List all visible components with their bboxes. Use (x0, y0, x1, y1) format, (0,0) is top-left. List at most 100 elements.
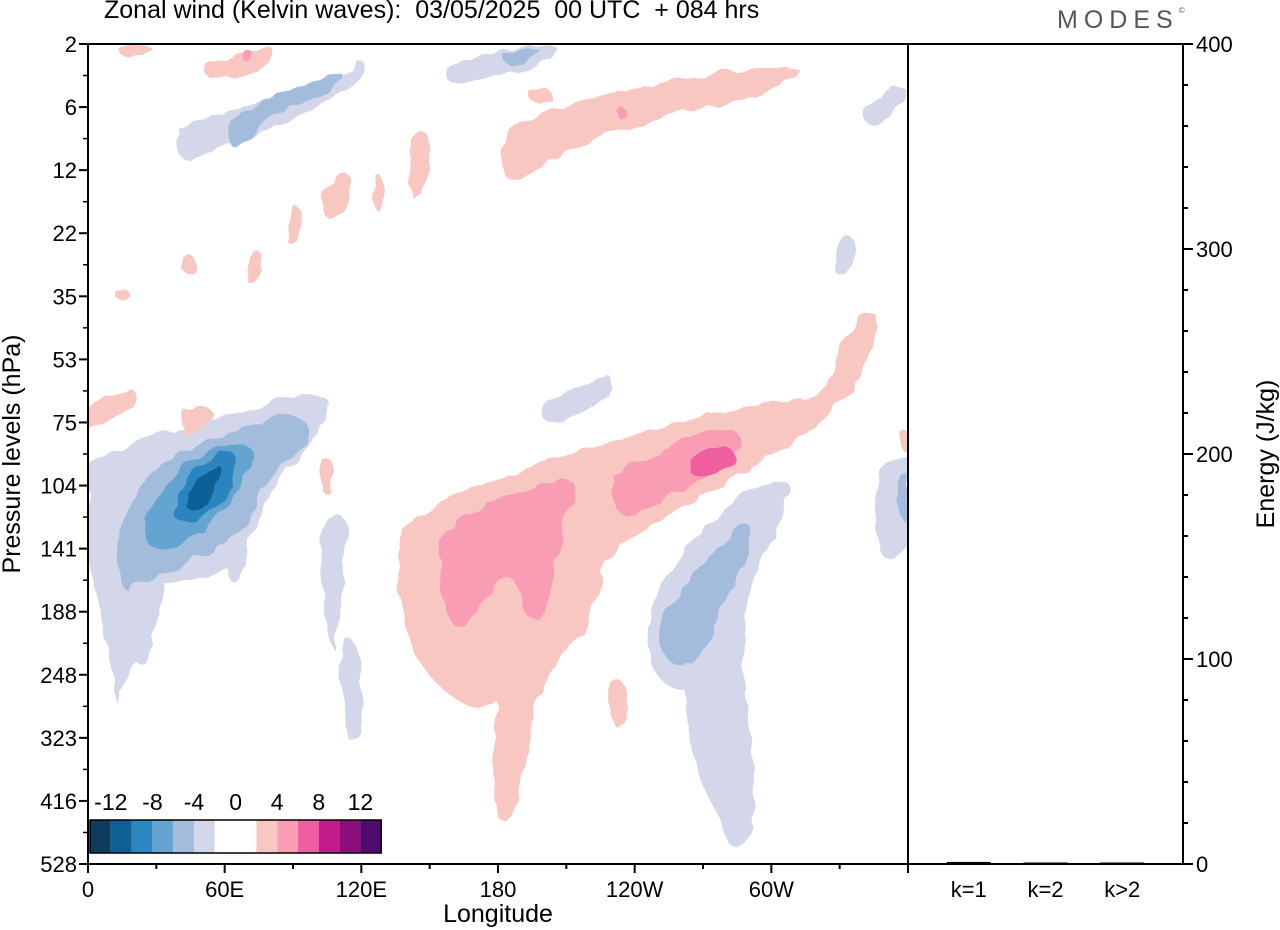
colorbar-box (110, 820, 132, 853)
y-tick-label: 53 (53, 347, 77, 372)
pos-strato-8 (182, 255, 197, 274)
pos-region-main (398, 313, 877, 822)
neg-strato-2b (504, 49, 540, 66)
x-tick-label: 180 (480, 877, 517, 902)
colorbar-box (194, 820, 215, 853)
energy-tick-label: 100 (1196, 647, 1233, 672)
pos-column-1 (609, 679, 628, 727)
colorbar-frame (89, 819, 382, 854)
pos-strato-4 (409, 131, 430, 200)
colorbar-label: -4 (184, 789, 205, 815)
y-tick-label: 416 (40, 789, 77, 814)
colorbar-label: 0 (229, 789, 242, 815)
colorbar-label: -12 (94, 789, 127, 815)
energy-tick-label: 200 (1196, 442, 1233, 467)
neg-column-2 (340, 638, 363, 742)
x-tick-label: 60W (749, 877, 794, 902)
y-tick-label: 528 (40, 852, 77, 877)
brand-text: MODES (1057, 6, 1179, 34)
pos-strato-1b (617, 107, 626, 119)
longitude-axis: 0 60E 120E 180 120W 60W (82, 864, 909, 902)
energy-tick-label: 0 (1196, 852, 1208, 877)
colorbar-label: 4 (271, 789, 284, 815)
colorbar-box (298, 820, 319, 853)
pos-strato-9 (116, 289, 131, 301)
colorbar-label: 12 (348, 789, 374, 815)
neg-strato-3 (863, 86, 906, 127)
energy-category-label: k=1 (951, 877, 987, 902)
colorbar-label: 8 (312, 789, 325, 815)
colorbar-box (214, 820, 236, 853)
pressure-axis: 2 6 12 22 35 53 75 104 141 188 248 323 416 528 (40, 32, 88, 877)
y-tick-label: 6 (65, 95, 77, 120)
energy-tick-label: 300 (1196, 237, 1233, 262)
pos-strato-1 (501, 67, 800, 180)
energy-axis-label: Energy (J/kg) (1252, 380, 1280, 529)
y-tick-label: 35 (53, 284, 77, 309)
y-tick-label: 104 (40, 474, 77, 499)
y-axis-label: Pressure levels (hPa) (0, 335, 26, 574)
modes-logo: MODES© (1057, 6, 1185, 35)
x-tick-label: 120E (336, 877, 387, 902)
energy-bar (1023, 862, 1068, 864)
brand-mark: © (1178, 6, 1185, 15)
pos-region-main-2 (439, 479, 576, 627)
energy-bar (946, 861, 991, 864)
colorbar-box (360, 820, 382, 853)
y-tick-label: 2 (65, 32, 77, 57)
colorbar-label: -8 (142, 789, 162, 815)
neg-column-1 (321, 514, 348, 650)
y-tick-label: 141 (40, 537, 77, 562)
neg-region-east-2 (658, 523, 751, 666)
colorbar-box (256, 820, 278, 853)
chart-title: Zonal wind (Kelvin waves): 03/05/2025 00… (104, 0, 760, 24)
colorbar-box (152, 820, 174, 853)
x-tick-label: 0 (82, 877, 94, 902)
pos-strato-5 (322, 174, 352, 220)
energy-frame (907, 43, 1184, 865)
colorbar-box (173, 820, 194, 853)
pos-edge-3 (322, 458, 334, 494)
y-tick-label: 12 (53, 158, 77, 183)
colorbar-box (235, 820, 257, 853)
neg-strato-2 (443, 45, 559, 83)
pos-edge-2 (181, 405, 212, 436)
pos-strato-10 (530, 88, 553, 104)
neg-region-east (648, 479, 790, 848)
y-tick-label: 248 (40, 663, 77, 688)
energy-category-label: k>2 (1104, 877, 1140, 902)
energy-bars: k=1 k=2 k>2 (946, 861, 1145, 902)
pos-strato-6 (288, 206, 301, 245)
y-tick-label: 188 (40, 600, 77, 625)
energy-tick-label: 400 (1196, 32, 1233, 57)
colorbar-box (277, 820, 298, 853)
neg-region-west-5 (185, 465, 222, 510)
pos-edge-1 (88, 390, 137, 430)
pos-strato-2 (203, 48, 276, 80)
neg-strato-4 (835, 234, 855, 276)
energy-axis: 0 100 200 300 400 (1183, 32, 1233, 877)
pos-strato-2b (245, 50, 254, 64)
y-tick-label: 323 (40, 726, 77, 751)
wind-contours (88, 45, 908, 848)
colorbar-box (131, 820, 153, 853)
colorbar-box (339, 820, 361, 853)
pos-strato-12 (374, 174, 384, 212)
energy-bar (1100, 862, 1145, 864)
x-axis-label: Longitude (443, 900, 553, 928)
pos-region-main-4 (690, 446, 736, 478)
colorbar-box (318, 820, 340, 853)
x-tick-label: 60E (205, 877, 244, 902)
colorbar: -12 -8 -4 0 4 8 12 (89, 789, 382, 854)
x-tick-label: 120W (606, 877, 664, 902)
pos-strato-3 (118, 45, 152, 55)
neg-strato-1b (227, 72, 342, 147)
pos-strato-7 (246, 249, 262, 282)
y-tick-label: 22 (53, 221, 77, 246)
colorbar-box (90, 820, 111, 853)
y-tick-label: 75 (53, 410, 77, 435)
energy-category-label: k=2 (1027, 877, 1063, 902)
neg-strato-5 (541, 374, 612, 423)
pos-edge-4 (899, 430, 908, 452)
